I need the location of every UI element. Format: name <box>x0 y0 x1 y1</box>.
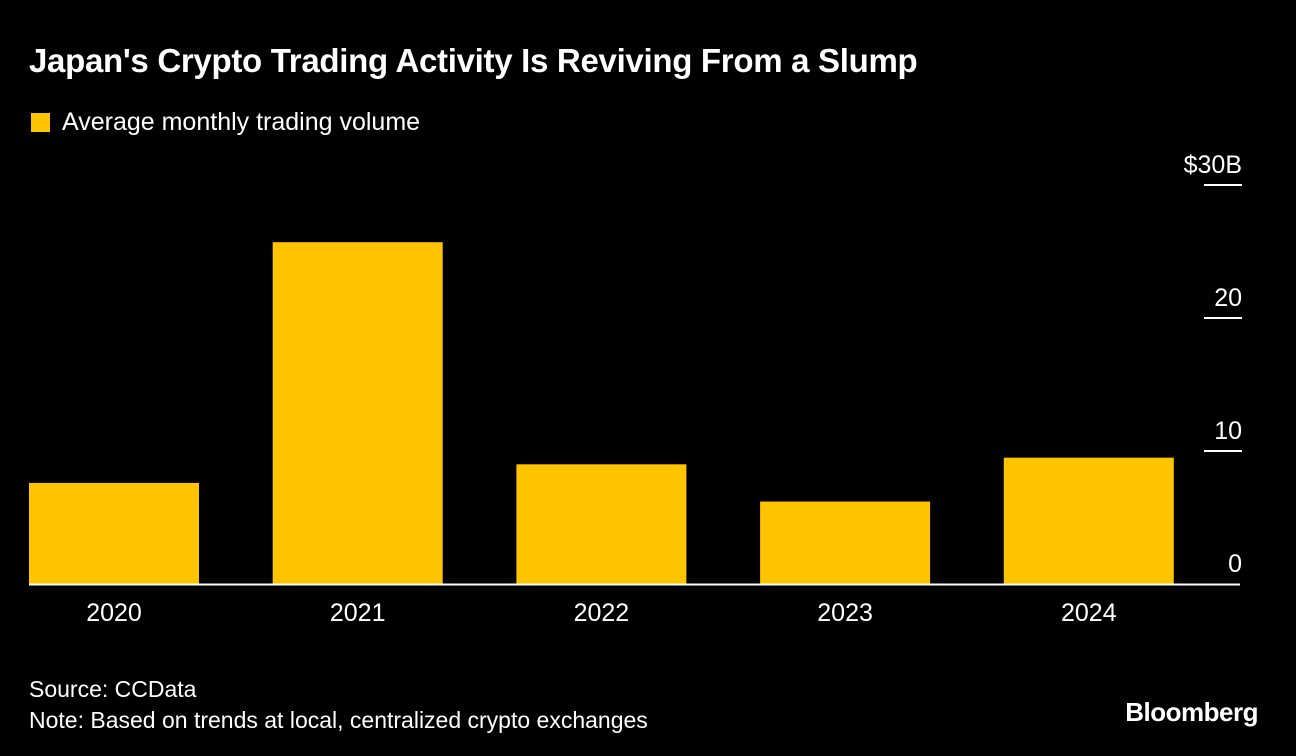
y-tick-label: $30B <box>1184 151 1242 179</box>
legend-swatch <box>31 113 50 132</box>
x-tick-label: 2020 <box>86 599 142 627</box>
methodology-note: Note: Based on trends at local, centrali… <box>29 707 648 733</box>
bar-2020 <box>29 482 199 584</box>
y-tick-label: 10 <box>1214 417 1242 445</box>
bloomberg-logo: Bloomberg <box>1125 697 1258 727</box>
footer: Source: CCData Note: Based on trends at … <box>29 674 648 736</box>
bar-2023 <box>760 501 931 584</box>
chart-title: Japan's Crypto Trading Activity Is Reviv… <box>29 42 918 79</box>
y-tick-label: 20 <box>1214 284 1242 312</box>
y-tick-label: 0 <box>1228 550 1242 578</box>
x-tick-label: 2024 <box>1061 599 1117 627</box>
legend-label: Average monthly trading volume <box>62 108 421 136</box>
source-note: Source: CCData <box>29 676 197 702</box>
x-tick-label: 2022 <box>574 599 630 627</box>
legend: Average monthly trading volume <box>31 108 420 137</box>
bar-2022 <box>516 464 687 584</box>
x-tick-label: 2021 <box>330 599 386 627</box>
bar-2024 <box>1003 457 1174 584</box>
bar-2021 <box>272 242 443 584</box>
x-tick-label: 2023 <box>817 599 873 627</box>
